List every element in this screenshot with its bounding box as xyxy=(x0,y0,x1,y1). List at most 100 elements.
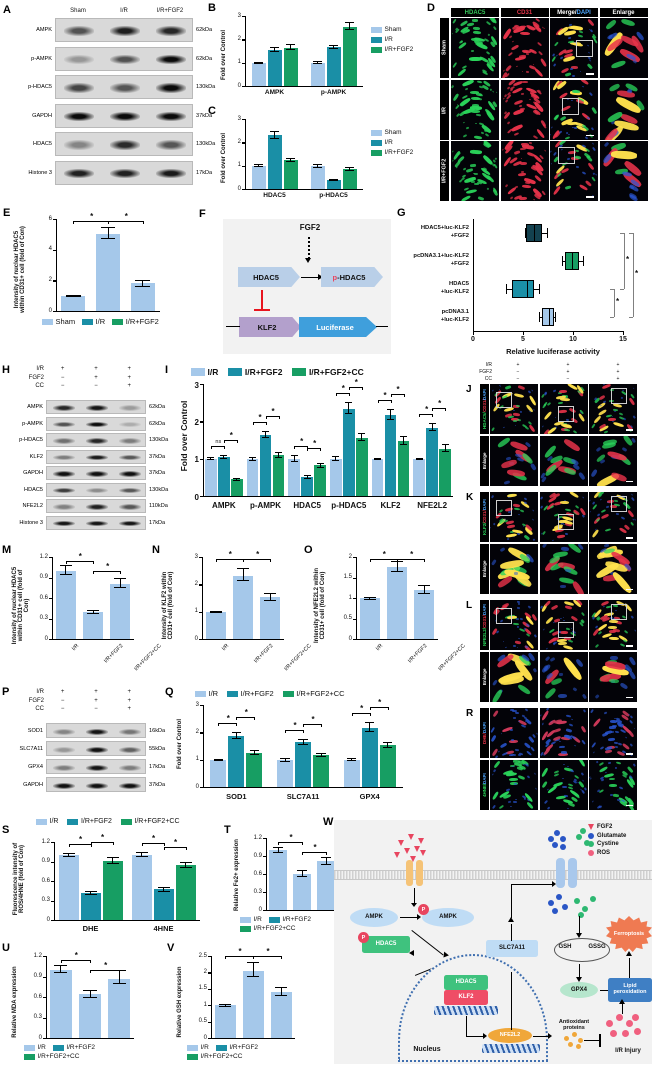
fluorescence-signal xyxy=(501,732,503,735)
legend-label: I/R+FGF2 xyxy=(282,916,312,923)
fluorescence-signal xyxy=(581,612,586,617)
fluorescence-signal xyxy=(502,27,513,40)
error-bar-cap xyxy=(387,408,394,410)
fluorescence-signal xyxy=(518,637,521,640)
fluorescence-signal xyxy=(616,798,620,802)
blot-band xyxy=(109,140,141,150)
fluorescence-signal xyxy=(477,195,485,201)
fluorescence-signal xyxy=(610,149,638,160)
fluorescence-signal xyxy=(533,63,535,66)
fluorescence-signal xyxy=(589,92,594,97)
nfe2l2-to-slc7a11-arrow xyxy=(511,924,513,941)
x-tick-label: 10 xyxy=(569,336,577,343)
error-bar xyxy=(252,961,254,976)
significance-tick xyxy=(265,416,267,420)
legend-swatch xyxy=(268,916,280,923)
error-bar xyxy=(89,990,91,997)
fluorescence-signal xyxy=(543,28,546,30)
significance-tick xyxy=(236,439,238,443)
y-tick-label: 0 xyxy=(203,1034,207,1041)
fluorescence-signal xyxy=(491,679,499,687)
error-bar-cap xyxy=(254,61,263,63)
fgf2-node: FGF2 xyxy=(299,223,321,233)
y-tick-label: 2 xyxy=(194,417,199,427)
y-axis-label: Relative MDA expression xyxy=(12,966,18,1038)
error-bar-cap xyxy=(213,758,224,760)
significance-tick xyxy=(90,841,92,845)
fluorescence-signal xyxy=(531,509,534,512)
panel-m: M 0 0.3 0.6 0.9 1.2 Intensity of nuclear HDAC… xyxy=(0,543,163,672)
significance-tick xyxy=(236,722,238,726)
fluorescence-signal xyxy=(486,20,492,26)
blot-band xyxy=(85,454,108,461)
y-axis xyxy=(56,219,58,311)
error-bar xyxy=(253,749,255,755)
y-tick xyxy=(49,557,52,559)
fluorescence-signal xyxy=(612,793,619,797)
significance-marker: * xyxy=(382,550,386,559)
significance-line xyxy=(210,445,224,447)
blot-protein-name: p-AMPK xyxy=(31,55,52,62)
significance-tick xyxy=(223,439,225,443)
error-bar xyxy=(306,475,308,479)
significance-tick xyxy=(390,393,392,397)
fluorescence-signal xyxy=(570,67,574,70)
fluorescence-signal xyxy=(513,392,524,399)
fluorescence-signal xyxy=(553,773,559,778)
bar xyxy=(55,570,76,639)
fluorescence-signal xyxy=(496,91,498,94)
error-bar-cap xyxy=(114,586,127,588)
legend-label: I/R+FGF2 xyxy=(384,149,414,156)
gsh-to-gpx4-arrowhead xyxy=(576,977,582,982)
significance-bracket-cap xyxy=(629,317,633,318)
panel-w: W AMPK AMPK P HDAC5 P Nucleus HDAC5 KLF2 NFE2L2 S… xyxy=(320,812,656,1068)
fluorescence-signal xyxy=(516,418,521,422)
error-bar-cap xyxy=(254,166,263,168)
error-bar-cap xyxy=(332,459,340,461)
blot-protein-name: GAPDH xyxy=(23,781,43,788)
significance-bracket-cap xyxy=(610,317,614,318)
error-bar-cap xyxy=(213,760,224,762)
error-bar xyxy=(361,432,363,441)
error-bar-cap xyxy=(249,459,256,461)
blot-molecular-weight: 130kDa xyxy=(196,84,216,90)
error-bar-cap xyxy=(231,731,242,733)
fluorescence-signal xyxy=(491,689,504,702)
dapi-label: DAPI xyxy=(576,9,591,16)
significance-line xyxy=(432,408,446,410)
fluorescence-signal xyxy=(627,509,634,518)
error-bar-cap xyxy=(83,996,97,998)
bar xyxy=(233,575,253,639)
significance-tick xyxy=(254,716,256,720)
antioxidant-protein-dot xyxy=(568,1042,573,1047)
blot-treatment-sign: − xyxy=(60,383,65,389)
panel-c: C 0 1 2 3 Fold over Control HDAC5 p-HDAC5 Sham I… xyxy=(205,103,425,205)
significance-tick xyxy=(335,392,337,396)
y-tick xyxy=(200,732,203,734)
fluorescence-signal xyxy=(520,92,524,95)
significance-tick xyxy=(303,723,304,727)
blot-band xyxy=(85,782,108,789)
bar xyxy=(277,759,293,787)
significance-marker: * xyxy=(90,212,94,221)
significance-tick xyxy=(218,722,220,726)
legend-item: I/R+FGF2 xyxy=(228,367,282,377)
fluorescence-signal xyxy=(470,150,482,155)
fluorescence-signal xyxy=(508,777,519,782)
fluorescence-signal xyxy=(630,615,634,619)
error-bar xyxy=(290,157,291,161)
fluorescence-signal xyxy=(452,18,458,24)
error-bar-cap xyxy=(329,44,338,46)
fgf2-ligand-icon xyxy=(414,846,420,852)
fluorescence-signal xyxy=(555,177,566,188)
fluorescence-signal xyxy=(592,800,595,804)
fluorescence-signal xyxy=(493,163,499,169)
panel-l-label: L xyxy=(466,600,473,611)
error-bar-cap xyxy=(272,851,284,853)
significance-tick xyxy=(93,571,94,574)
luciferase-right-line xyxy=(376,326,388,328)
legend-item: I/R+FGF2+CC xyxy=(120,818,180,825)
significance-tick xyxy=(397,559,398,562)
fluorescence-signal xyxy=(578,183,589,192)
x-tick xyxy=(623,331,625,335)
